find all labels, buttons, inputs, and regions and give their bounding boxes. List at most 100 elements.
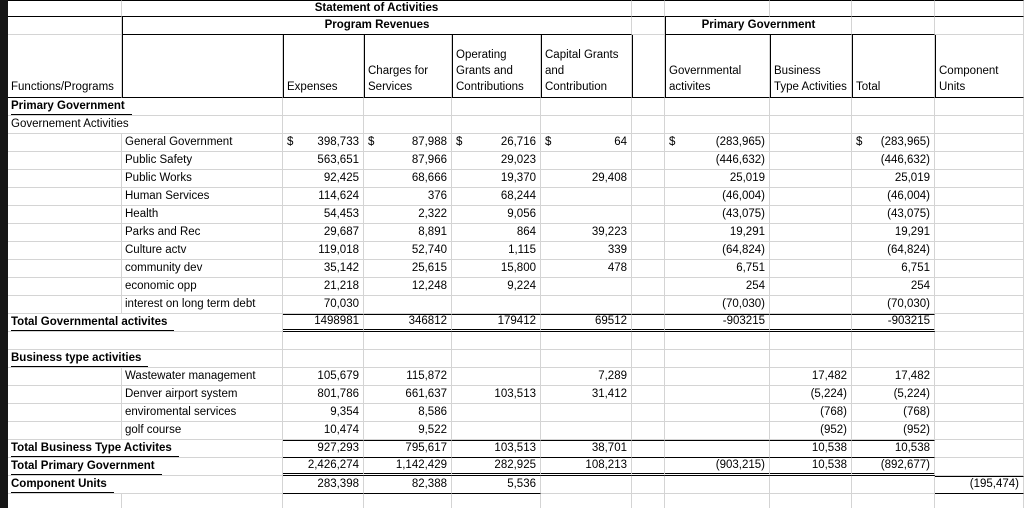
column-header-business-type[interactable]: Business Type Activities — [770, 35, 852, 98]
cell-expenses[interactable]: 927,293 — [283, 440, 364, 458]
cell[interactable] — [8, 494, 122, 508]
cell-component[interactable] — [935, 296, 1024, 314]
column-header-capital-grants[interactable]: Capital Grants and Contribution — [541, 35, 632, 98]
cell-charges[interactable]: 8,586 — [364, 404, 452, 422]
cell[interactable] — [541, 494, 632, 508]
cell-operating[interactable]: 282,925 — [452, 458, 541, 476]
cell-charges[interactable]: 346812 — [364, 314, 452, 332]
row-label-cell[interactable]: Culture actv — [122, 242, 283, 260]
cell-expenses[interactable]: 10,474 — [283, 422, 364, 440]
column-header-component-units[interactable]: Component Units — [935, 35, 1024, 98]
cell-expenses[interactable] — [283, 350, 364, 368]
row-label-cell[interactable]: community dev — [122, 260, 283, 278]
cell-total[interactable]: 25,019 — [852, 170, 935, 188]
cell-total[interactable]: (768) — [852, 404, 935, 422]
cell[interactable] — [852, 494, 935, 508]
column-header-functions[interactable]: Functions/Programs — [8, 35, 122, 98]
row-indent-cell[interactable] — [8, 224, 122, 242]
cell-spacer[interactable] — [632, 278, 665, 296]
cell-expenses[interactable]: 563,651 — [283, 152, 364, 170]
row-label-cell[interactable]: Total Primary Government — [8, 458, 283, 476]
cell-business[interactable]: (768) — [770, 404, 852, 422]
cell-governmental[interactable]: (70,030) — [665, 296, 770, 314]
cell[interactable] — [770, 0, 852, 17]
cell-operating[interactable] — [452, 422, 541, 440]
cell-governmental[interactable] — [665, 476, 770, 494]
cell-business[interactable]: 10,538 — [770, 458, 852, 476]
cell-capital[interactable]: 39,223 — [541, 224, 632, 242]
cell-capital[interactable]: 69512 — [541, 314, 632, 332]
cell-total[interactable]: (952) — [852, 422, 935, 440]
cell-business[interactable]: (952) — [770, 422, 852, 440]
cell-governmental[interactable]: (446,632) — [665, 152, 770, 170]
row-label-cell[interactable] — [8, 332, 283, 350]
cell-operating[interactable]: 103,513 — [452, 440, 541, 458]
cell-expenses[interactable]: 1498981 — [283, 314, 364, 332]
cell-governmental[interactable] — [665, 404, 770, 422]
cell-governmental[interactable] — [665, 440, 770, 458]
cell-capital[interactable] — [541, 296, 632, 314]
cell-capital[interactable] — [541, 98, 632, 116]
cell-component[interactable] — [935, 458, 1024, 476]
row-label-cell[interactable]: Total Governmental activites — [8, 314, 283, 332]
cell-operating[interactable]: 864 — [452, 224, 541, 242]
cell-business[interactable] — [770, 152, 852, 170]
cell[interactable] — [665, 494, 770, 508]
cell-component[interactable] — [935, 422, 1024, 440]
cell-expenses[interactable]: 70,030 — [283, 296, 364, 314]
row-indent-cell[interactable] — [8, 386, 122, 404]
cell-expenses[interactable]: 2,426,274 — [283, 458, 364, 476]
cell-spacer[interactable] — [632, 296, 665, 314]
sheet-title-cell[interactable]: Statement of Activities — [122, 0, 632, 17]
cell-total[interactable]: (46,004) — [852, 188, 935, 206]
cell-governmental[interactable] — [665, 422, 770, 440]
cell-charges[interactable]: 795,617 — [364, 440, 452, 458]
cell-spacer[interactable] — [632, 260, 665, 278]
column-header-governmental[interactable]: Governmental activites — [665, 35, 770, 98]
cell-component[interactable] — [935, 350, 1024, 368]
cell-business[interactable] — [770, 242, 852, 260]
cell-expenses[interactable]: $398,733 — [283, 134, 364, 152]
cell-operating[interactable]: 103,513 — [452, 386, 541, 404]
cell-component[interactable] — [935, 116, 1024, 134]
cell-spacer[interactable] — [632, 242, 665, 260]
cell-total[interactable]: 254 — [852, 278, 935, 296]
cell-spacer[interactable] — [632, 332, 665, 350]
cell-operating[interactable]: $26,716 — [452, 134, 541, 152]
cell[interactable] — [852, 0, 935, 17]
cell-component[interactable] — [935, 170, 1024, 188]
cell-governmental[interactable]: (46,004) — [665, 188, 770, 206]
cell-operating[interactable] — [452, 98, 541, 116]
cell-total[interactable] — [852, 332, 935, 350]
cell-spacer[interactable] — [632, 440, 665, 458]
cell-charges[interactable] — [364, 296, 452, 314]
cell[interactable] — [935, 0, 1024, 17]
cell-total[interactable] — [852, 476, 935, 494]
cell-component[interactable] — [935, 206, 1024, 224]
cell[interactable] — [935, 17, 1024, 35]
cell-governmental[interactable]: 254 — [665, 278, 770, 296]
cell-total[interactable] — [852, 116, 935, 134]
cell-total[interactable]: (892,677) — [852, 458, 935, 476]
cell-expenses[interactable]: 29,687 — [283, 224, 364, 242]
cell-total[interactable]: (446,632) — [852, 152, 935, 170]
cell-spacer[interactable] — [632, 404, 665, 422]
cell-business[interactable] — [770, 314, 852, 332]
cell-spacer[interactable] — [632, 422, 665, 440]
cell[interactable] — [770, 494, 852, 508]
row-indent-cell[interactable] — [8, 170, 122, 188]
cell-business[interactable] — [770, 476, 852, 494]
cell-spacer[interactable] — [632, 368, 665, 386]
cell-operating[interactable]: 15,800 — [452, 260, 541, 278]
cell-governmental[interactable] — [665, 332, 770, 350]
cell-total[interactable]: (70,030) — [852, 296, 935, 314]
cell-governmental[interactable] — [665, 350, 770, 368]
cell-spacer[interactable] — [632, 188, 665, 206]
cell-spacer[interactable] — [632, 98, 665, 116]
row-label-cell[interactable]: economic opp — [122, 278, 283, 296]
cell-operating[interactable]: 19,370 — [452, 170, 541, 188]
cell-business[interactable] — [770, 188, 852, 206]
cell-charges[interactable]: $87,988 — [364, 134, 452, 152]
cell-spacer[interactable] — [632, 314, 665, 332]
cell[interactable] — [935, 494, 1024, 508]
